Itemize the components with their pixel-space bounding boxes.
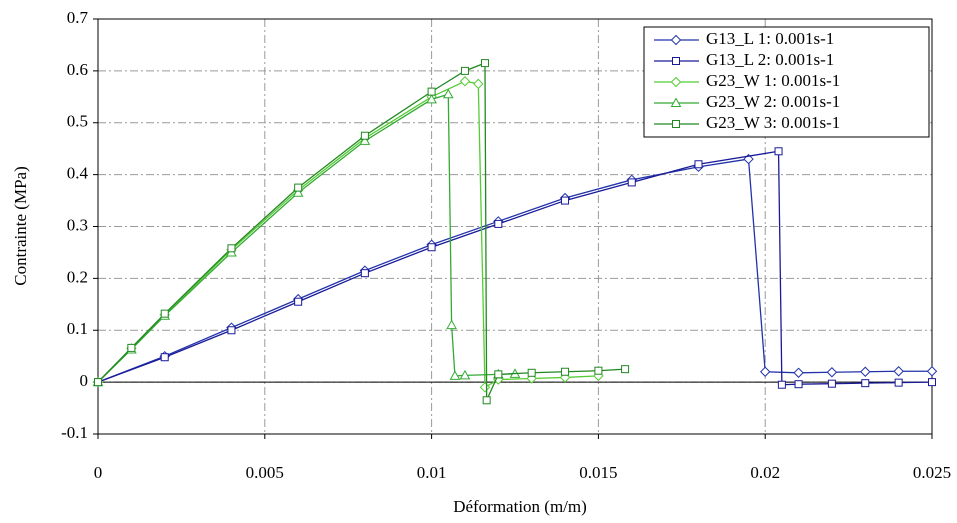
marker [227,326,236,335]
marker [621,365,630,374]
marker [861,379,870,388]
x-tick-label: 0.015 [579,463,617,482]
marker [670,97,682,107]
marker [160,353,169,362]
legend-label: G23_W 2: 0.001s-1 [706,92,840,111]
y-tick-label: 0.1 [67,319,88,338]
marker [928,378,936,387]
marker [427,87,436,96]
y-tick-label: -0.1 [61,423,88,442]
marker [527,368,536,377]
y-axis-label: Contrainte (MPa) [11,166,30,285]
plot-frame [97,18,933,435]
y-tick-label: 0.4 [67,164,89,183]
marker [446,319,457,330]
marker [774,147,783,156]
marker [670,34,682,46]
y-tick-label: 0.5 [67,112,88,131]
marker [926,366,938,377]
marker [793,367,804,378]
marker [449,370,461,380]
marker [479,382,491,393]
marker [473,78,484,90]
legend-label: G13_L 2: 0.001s-1 [706,50,834,69]
marker [127,343,136,352]
legend-label: G13_L 1: 0.001s-1 [706,29,834,48]
marker [561,367,570,376]
marker [459,76,471,87]
marker [360,131,369,140]
series-line [97,93,516,383]
x-tick-label: 0.01 [417,463,447,482]
marker [460,66,469,75]
marker [360,269,369,278]
series-line [97,62,626,401]
legend-label: G23_W 1: 0.001s-1 [706,71,840,90]
marker [494,370,503,379]
y-tick-label: 0.7 [67,8,89,27]
y-tick-label: 0.2 [67,267,88,286]
marker [826,367,838,378]
marker [480,59,489,68]
series-line [97,80,599,389]
series-line [97,150,933,386]
marker [442,88,454,99]
x-tick-label: 0.02 [750,463,780,482]
marker [227,244,236,253]
legend-label: G23_W 3: 0.001s-1 [706,113,840,132]
x-tick-label: 0.005 [246,463,284,482]
marker [594,366,603,375]
marker [294,183,303,192]
y-tick-label: 0.6 [67,60,88,79]
marker [794,380,803,389]
marker [893,366,904,377]
marker [759,366,771,377]
marker [494,219,503,228]
marker [694,160,703,169]
y-tick-label: 0.3 [67,215,88,234]
marker [672,57,680,65]
x-tick-label: 0 [94,463,103,482]
marker [426,93,437,104]
marker [561,196,570,205]
marker [777,380,786,389]
marker [827,379,836,388]
marker [670,76,682,88]
marker [459,369,471,380]
marker [292,187,304,197]
marker [482,396,491,405]
marker [160,309,169,318]
marker [359,135,371,145]
marker [627,178,636,187]
y-tick-label: 0 [80,371,89,390]
marker [294,297,303,306]
x-axis-label: Déformation (m/m) [453,497,587,516]
marker [894,378,903,387]
x-tick-label: 0.025 [913,463,951,482]
marker [672,120,680,128]
marker [94,378,102,387]
marker [860,366,871,377]
marker [427,243,436,252]
series-line [97,158,932,383]
